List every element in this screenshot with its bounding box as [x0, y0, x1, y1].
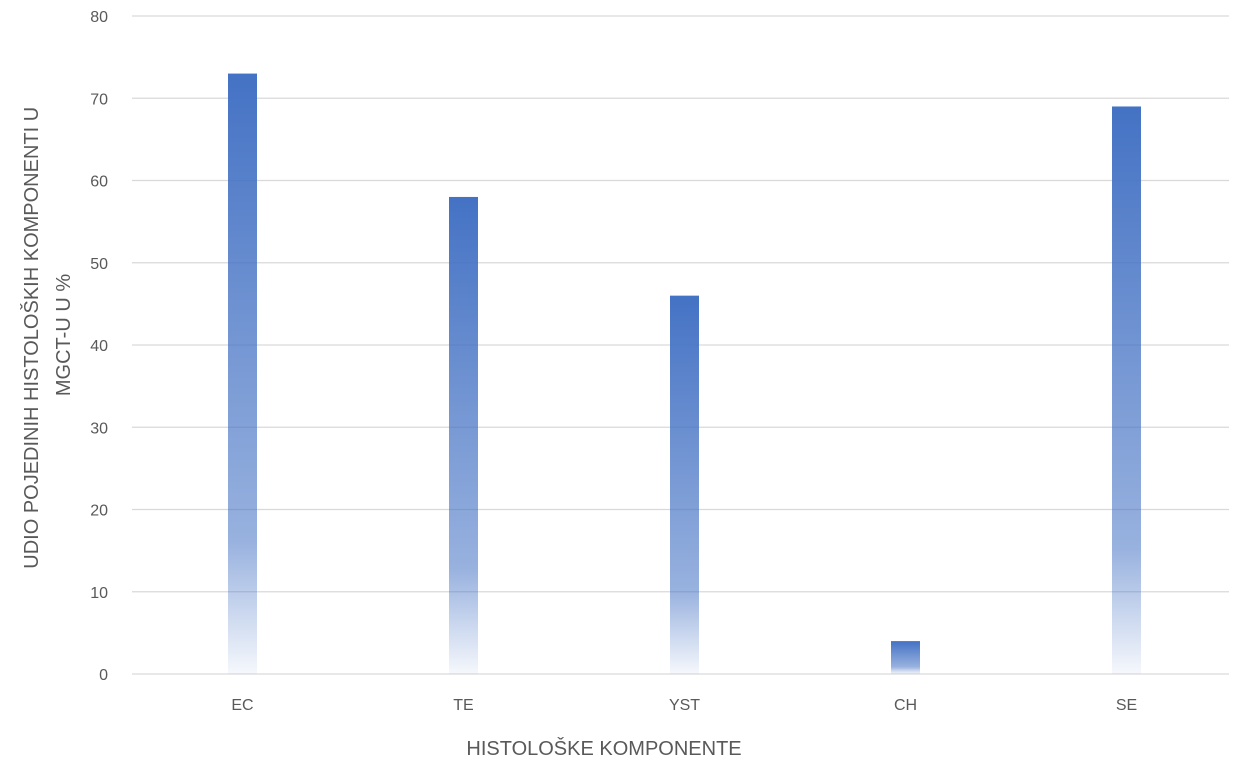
x-tick-label: TE: [453, 697, 473, 714]
y-tick-label: 10: [90, 585, 108, 602]
y-tick-label: 0: [99, 667, 108, 684]
x-tick-label: EC: [231, 697, 253, 714]
bar-yst: [670, 295, 699, 674]
y-axis-title-line-2: MGCT-U U %: [53, 274, 75, 396]
y-tick-label: 40: [90, 338, 108, 355]
y-tick-label: 20: [90, 503, 108, 520]
x-tick-label: YST: [669, 697, 700, 714]
bar-ec: [228, 73, 257, 674]
y-tick-label: 70: [90, 91, 108, 108]
y-tick-label: 60: [90, 174, 108, 191]
y-axis-title-line-1: UDIO POJEDINIH HISTOLOŠKIH KOMPONENTI U: [20, 107, 43, 569]
x-axis-title: HISTOLOŠKE KOMPONENTE: [466, 737, 741, 760]
y-tick-label: 80: [90, 9, 108, 26]
x-axis-ticks: EC TE YST CH SE: [231, 697, 1137, 714]
y-tick-label: 50: [90, 256, 108, 273]
bar-ch: [891, 641, 920, 674]
y-axis-ticks: 0 10 20 30 40 50 60 70 80: [90, 9, 108, 684]
x-tick-label: CH: [894, 697, 917, 714]
bars: [228, 73, 1141, 675]
bar-te: [449, 196, 478, 674]
bar-se: [1112, 106, 1141, 675]
y-axis-title: UDIO POJEDINIH HISTOLOŠKIH KOMPONENTI U …: [20, 101, 75, 568]
x-tick-label: SE: [1116, 697, 1137, 714]
y-tick-label: 30: [90, 420, 108, 437]
